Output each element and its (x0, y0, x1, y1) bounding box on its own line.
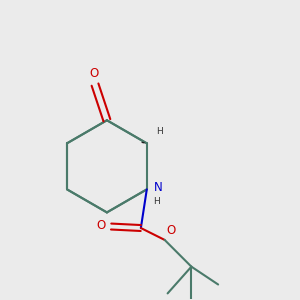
Text: O: O (89, 67, 98, 80)
Text: O: O (96, 218, 105, 232)
Text: N: N (154, 182, 163, 194)
Text: H: H (156, 127, 163, 136)
Text: O: O (166, 224, 176, 237)
Text: H: H (153, 197, 160, 206)
